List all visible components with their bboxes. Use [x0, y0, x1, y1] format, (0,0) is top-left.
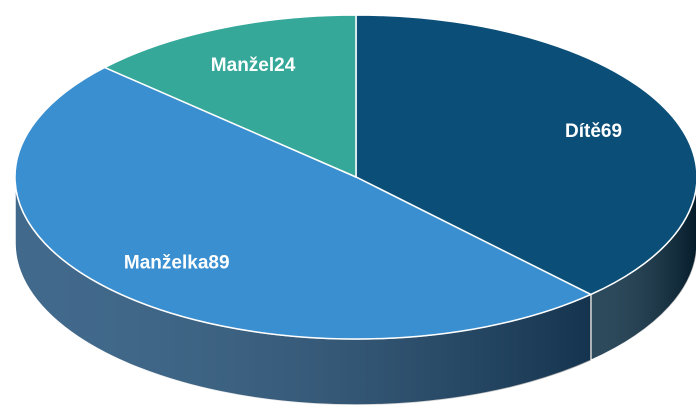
pie-side-shade: [15, 177, 591, 406]
data-label: Manžel24: [211, 55, 296, 76]
data-label: Manželka89: [124, 253, 230, 274]
label-category: Manžel: [211, 55, 274, 76]
label-category: Dítě: [565, 121, 601, 142]
data-label: Dítě69: [565, 121, 622, 142]
pie-slice: [14, 66, 593, 340]
pie-side-shade: [590, 188, 696, 361]
label-category: Manželka: [124, 253, 209, 274]
pie-slice: [355, 14, 696, 296]
label-value: 24: [274, 55, 296, 76]
pie-tops: [14, 14, 696, 340]
label-value: 89: [208, 253, 229, 274]
label-value: 69: [601, 121, 622, 142]
pie-slice: [102, 14, 357, 179]
data-labels: Dítě69 Manželka89 Manžel24: [124, 55, 622, 274]
